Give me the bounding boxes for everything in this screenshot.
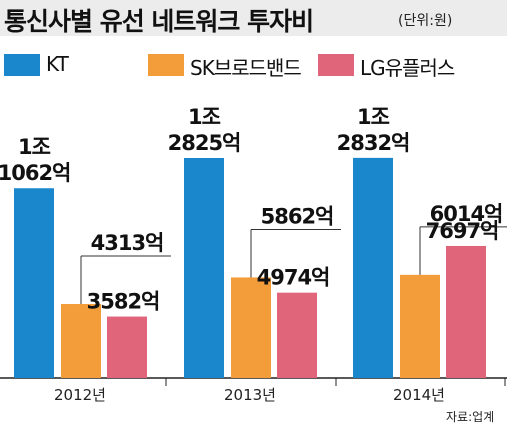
data-label-kt: 1조	[188, 105, 221, 129]
bar-kt	[353, 157, 393, 378]
chart-title: 통신사별 유선 네트워크 투자비	[4, 7, 314, 36]
bar-kt	[14, 188, 54, 378]
x-tick-label: 2014년	[393, 386, 445, 404]
legend-swatch-kt	[4, 54, 40, 76]
bar-sk	[400, 274, 440, 378]
legend-swatch-lg	[318, 54, 354, 76]
data-label-kt: 2832억	[337, 131, 410, 155]
bar-sk	[231, 277, 271, 378]
source-note: 자료:업계	[446, 410, 495, 424]
data-label-sk: 4313억	[91, 231, 164, 255]
data-label-lg: 3582억	[87, 290, 160, 314]
legend-label-lg: LG유플러스	[360, 56, 455, 80]
x-tick-label: 2013년	[224, 386, 276, 404]
data-label-sk: 5862억	[261, 204, 334, 228]
bar-kt	[184, 158, 224, 378]
bar-lg	[107, 316, 147, 378]
unit-label: (단위:원)	[398, 13, 453, 29]
x-tick-label: 2012년	[54, 386, 106, 404]
data-label-kt: 1조	[357, 105, 390, 129]
data-label-kt: 1조	[18, 135, 51, 159]
legend-label-kt: KT	[46, 52, 69, 76]
bar-lg	[446, 245, 486, 378]
bar-lg	[277, 292, 317, 378]
title-bar	[0, 0, 507, 36]
data-label-lg: 7697억	[426, 219, 499, 243]
data-label-kt: 1062억	[0, 161, 70, 185]
data-label-lg: 4974억	[257, 266, 330, 290]
data-label-kt: 2825억	[168, 131, 241, 155]
legend-swatch-sk	[148, 54, 184, 76]
data-label-sk: 6014억	[430, 202, 503, 226]
legend-label-sk: SK브로드밴드	[190, 56, 302, 80]
bar-sk	[61, 304, 101, 378]
